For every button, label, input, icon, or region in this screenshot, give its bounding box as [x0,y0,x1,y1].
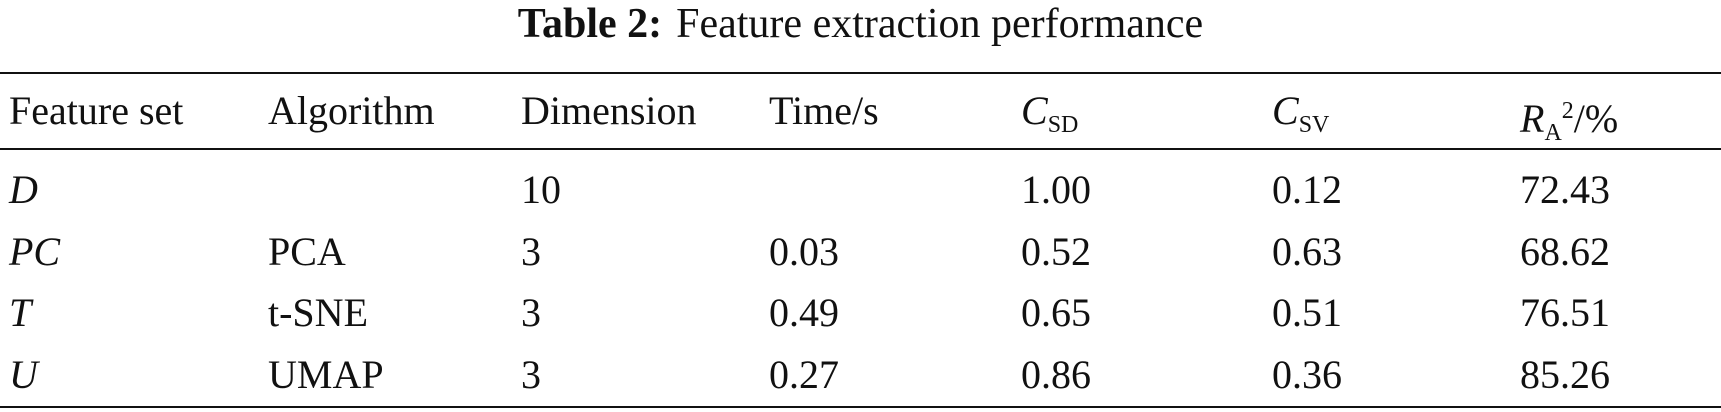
table-cell: 0.51 [1272,290,1342,335]
feature-set-cell: T [9,290,32,335]
table-cell: 3 [521,229,541,274]
header-cell: Feature set [9,88,183,134]
table-cell: 0.49 [769,290,839,335]
header-cell: Dimension [521,88,697,134]
table-cell: 0.65 [1021,290,1091,335]
table-cell: t-SNE [268,290,368,335]
table-cell: 0.86 [1021,352,1091,397]
feature-set-cell: PC [9,229,61,274]
table-cell: UMAP [268,352,384,397]
table-cell: 10 [521,167,561,212]
header-cell: CSV [1272,88,1329,148]
table-cell: 0.12 [1272,167,1342,212]
header-text: R [1520,96,1545,141]
header-superscript: 2 [1561,98,1574,124]
header-text: Dimension [521,88,697,133]
table-cell: 0.36 [1272,352,1342,397]
feature-set-cell: D [9,167,38,212]
table-cell: 0.52 [1021,229,1091,274]
header-text: C [1272,88,1299,133]
bottom-rule [0,406,1721,408]
table-cell: PCA [268,229,346,274]
top-rule [0,72,1721,74]
table-cell: 3 [521,290,541,335]
table-cell: 85.26 [1520,352,1610,397]
header-cell: Time/s [769,88,879,134]
header-rule [0,148,1721,150]
header-text: C [1021,88,1048,133]
table-cell: 72.43 [1520,167,1610,212]
header-text: Feature set [9,88,184,133]
caption-label: Table 2: [517,1,663,47]
header-subscript: SV [1298,112,1330,138]
header-cell: RA2/% [1520,88,1618,156]
header-text: Time/s [769,88,879,133]
header-text: Algorithm [268,88,435,133]
table-cell: 68.62 [1520,229,1610,274]
header-unit: /% [1573,96,1619,141]
feature-set-cell: U [9,352,38,397]
header-cell: Algorithm [268,88,435,134]
table-cell: 0.63 [1272,229,1342,274]
caption-text: Feature extraction performance [676,1,1204,47]
header-subscript: A [1544,120,1562,146]
caption: Table 2: Feature extraction performance [0,0,1721,48]
table-cell: 1.00 [1021,167,1091,212]
header-cell: CSD [1021,88,1078,148]
header-subscript: SD [1047,112,1079,138]
table-cell: 0.27 [769,352,839,397]
table-cell: 76.51 [1520,290,1610,335]
table-cell: 0.03 [769,229,839,274]
table-cell: 3 [521,352,541,397]
